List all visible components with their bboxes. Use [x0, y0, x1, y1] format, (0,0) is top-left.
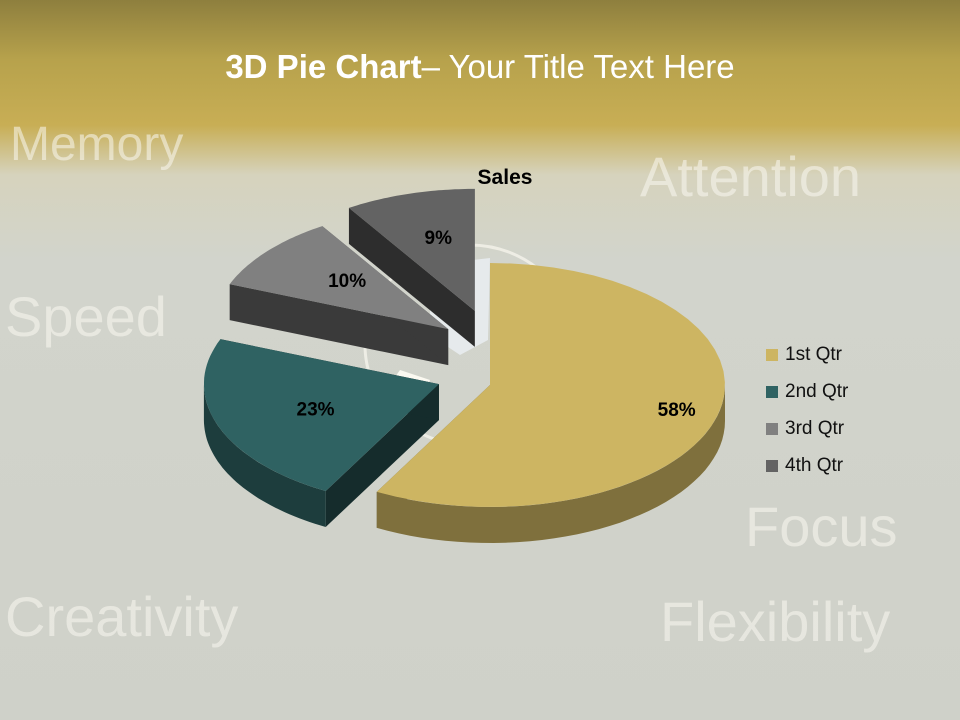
data-label: 58% — [658, 400, 696, 421]
legend: 1st Qtr 2nd Qtr 3rd Qtr 4th Qtr — [766, 336, 848, 484]
pie-slice-top — [229, 226, 449, 330]
legend-label: 1st Qtr — [785, 343, 843, 365]
legend-label: 3rd Qtr — [785, 417, 845, 439]
background-word-attention: Attention — [640, 145, 862, 208]
background-word-memory: Memory — [10, 118, 184, 171]
legend-swatch — [766, 459, 778, 472]
pie-slice-side-wall — [229, 284, 449, 366]
legend-item-2nd-qtr: 2nd Qtr — [766, 373, 848, 410]
slide-title-bold: 3D Pie Chart — [225, 48, 422, 85]
slide-title-rest: – Your Title Text Here — [421, 48, 735, 85]
background-word-flexibility: Flexibility — [660, 590, 891, 653]
data-label: 10% — [328, 271, 366, 292]
pie-slice-4th-qtr: 9% — [348, 188, 475, 347]
pie-slice-top — [348, 188, 475, 311]
pie-slice-top — [204, 339, 439, 491]
pie-slice-2nd-qtr: 23% — [203, 339, 439, 528]
data-label: 23% — [297, 400, 335, 421]
data-label: 9% — [425, 228, 453, 249]
legend-swatch — [766, 385, 778, 398]
legend-label: 2nd Qtr — [785, 380, 849, 402]
pie-slice-1st-qtr: 58% — [376, 263, 725, 543]
legend-label: 4th Qtr — [785, 454, 844, 476]
legend-item-4th-qtr: 4th Qtr — [766, 447, 848, 484]
pie-slice-outer-wall — [203, 384, 326, 527]
legend-swatch — [766, 348, 778, 361]
legend-swatch — [766, 422, 778, 435]
slide-title: 3D Pie Chart– Your Title Text Here — [0, 48, 960, 86]
pie-slice-3rd-qtr: 10% — [229, 226, 449, 366]
pie-slice-outer-wall — [376, 385, 725, 543]
chart-title: Sales — [477, 166, 533, 189]
background-word-focus: Focus — [745, 495, 898, 558]
background-word-creativity: Creativity — [5, 585, 239, 648]
pie-slice-side-wall — [325, 384, 439, 528]
pie-slice-top — [376, 263, 725, 507]
background-word-speed: Speed — [5, 285, 167, 348]
legend-item-3rd-qtr: 3rd Qtr — [766, 410, 848, 447]
pie-slice-side-wall — [348, 207, 475, 347]
legend-item-1st-qtr: 1st Qtr — [766, 336, 848, 373]
